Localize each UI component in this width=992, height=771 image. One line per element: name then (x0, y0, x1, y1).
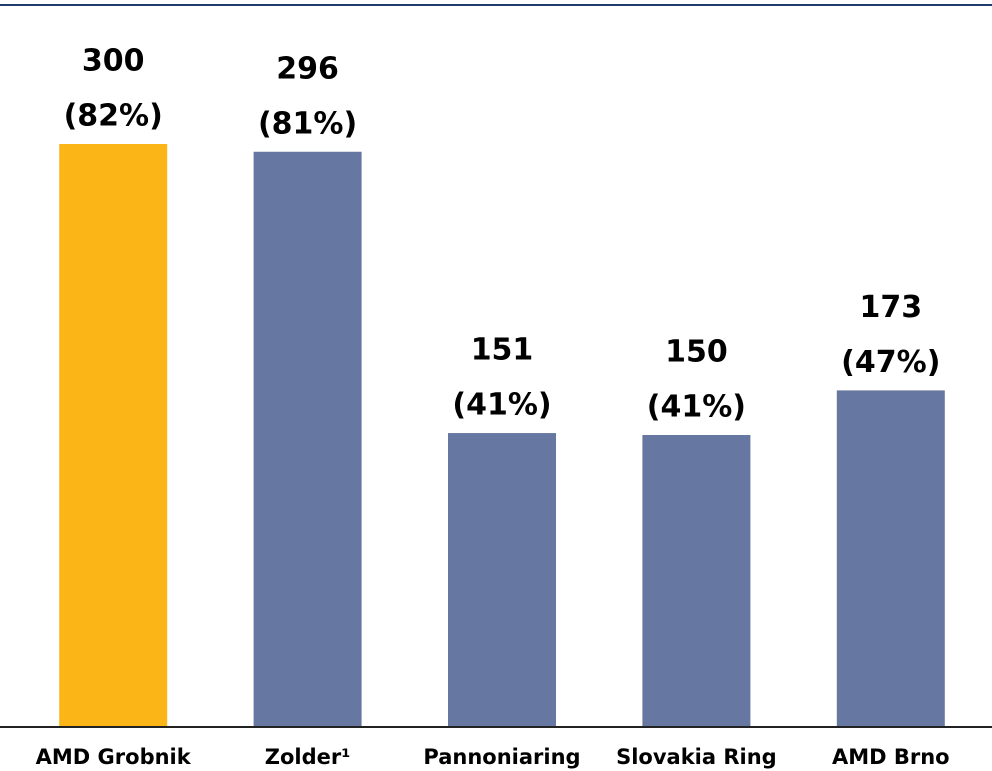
value-label: 296 (276, 51, 339, 86)
value-label: 151 (471, 333, 534, 368)
x-tick-label: Pannoniaring (423, 745, 580, 769)
bar (59, 144, 168, 726)
share-label: (81%) (258, 106, 357, 141)
bar (642, 435, 751, 726)
share-label: (82%) (64, 99, 163, 134)
x-tick-label: Zolder¹ (265, 745, 351, 769)
value-label: 173 (859, 290, 922, 325)
value-label: 150 (665, 335, 728, 370)
bar (253, 151, 362, 726)
share-label: (41%) (452, 388, 551, 423)
x-tick-label: Slovakia Ring (616, 745, 777, 769)
x-tick-label: AMD Grobnik (36, 745, 192, 769)
value-label: 300 (82, 44, 145, 79)
bar (836, 390, 945, 726)
x-tick-label: AMD Brno (832, 745, 950, 769)
bar (448, 433, 556, 726)
share-label: (41%) (647, 390, 746, 425)
share-label: (47%) (841, 345, 940, 380)
